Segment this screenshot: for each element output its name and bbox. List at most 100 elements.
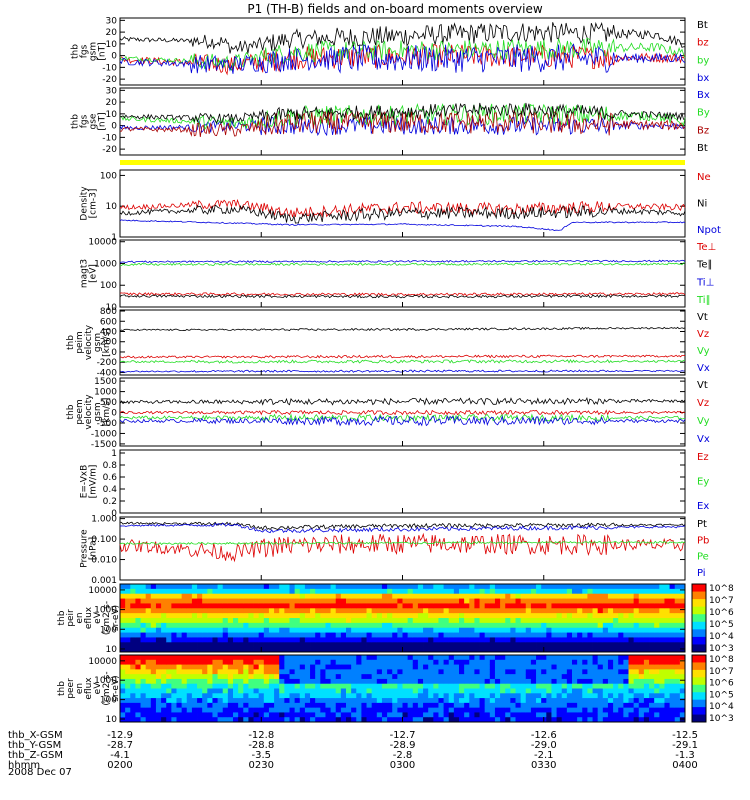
heatmap-cell: [654, 632, 660, 638]
heatmap-cell: [387, 613, 393, 619]
heatmap-cell: [423, 674, 429, 680]
heatmap-cell: [433, 669, 439, 675]
heatmap-cell: [546, 642, 552, 648]
heatmap-cell: [407, 598, 414, 604]
heatmap-cell: [469, 603, 475, 609]
heatmap-cell: [304, 664, 311, 670]
heatmap-cell: [541, 674, 547, 680]
heatmap-cell: [284, 678, 290, 685]
heatmap-cell: [597, 664, 604, 670]
y-tick-label: 0: [111, 122, 117, 132]
heatmap-cell: [679, 593, 686, 599]
heatmap-cell: [541, 659, 547, 665]
heatmap-cell: [181, 588, 188, 595]
heatmap-cell: [217, 659, 224, 665]
colorbar-band: [692, 669, 706, 678]
heatmap-cell: [659, 584, 665, 590]
heatmap-cell: [325, 627, 331, 633]
heatmap-cell: [659, 608, 665, 614]
heatmap-cell: [417, 678, 424, 685]
heatmap-cell: [227, 678, 234, 685]
heatmap-cell: [412, 655, 419, 661]
heatmap-cell: [469, 647, 475, 653]
heatmap-cell: [243, 674, 249, 680]
heatmap-cell: [592, 674, 599, 680]
heatmap-cell: [361, 702, 367, 709]
heatmap-cell: [268, 588, 275, 595]
heatmap-cell: [243, 678, 249, 685]
heatmap-cell: [592, 683, 599, 689]
heatmap-cell: [120, 702, 126, 709]
heatmap-cell: [510, 693, 516, 699]
heatmap-cell: [366, 608, 373, 614]
heatmap-cell: [541, 613, 547, 619]
heatmap-cell: [181, 584, 188, 590]
heatmap-cell: [602, 588, 609, 595]
heatmap-cell: [176, 584, 183, 590]
heatmap-cell: [618, 702, 624, 709]
heatmap-cell: [222, 613, 229, 619]
series-by: [119, 37, 686, 72]
heatmap-cell: [212, 683, 218, 689]
heatmap-cell: [520, 598, 527, 604]
heatmap-cell: [130, 613, 136, 619]
heatmap-cell: [649, 688, 655, 694]
heatmap-cell: [633, 588, 640, 595]
heatmap-cell: [335, 603, 342, 609]
heatmap-cell: [330, 688, 337, 694]
heatmap-cell: [155, 683, 162, 689]
heatmap-cell: [166, 664, 172, 670]
heatmap-cell: [674, 584, 681, 590]
heatmap-cell: [140, 627, 147, 633]
heatmap-cell: [351, 584, 357, 590]
heatmap-cell: [515, 593, 522, 599]
heatmap-cell: [448, 637, 455, 643]
heatmap-cell: [464, 693, 470, 699]
heatmap-cell: [556, 712, 563, 718]
heatmap-cell: [659, 717, 665, 723]
heatmap-cell: [530, 717, 537, 723]
heatmap-cell: [233, 632, 239, 638]
heatmap-cell: [561, 688, 568, 694]
heatmap-cell: [500, 613, 506, 619]
heatmap-cell: [397, 588, 403, 595]
heatmap-cell: [428, 642, 434, 648]
heatmap-cell: [227, 669, 234, 675]
heatmap-cell: [227, 664, 234, 670]
heatmap-cell: [243, 712, 249, 718]
heatmap-cell: [227, 613, 234, 619]
heatmap-cell: [197, 642, 203, 648]
heatmap-cell: [679, 632, 686, 638]
y-axis-label-line: thb: [57, 681, 67, 696]
heatmap-cell: [161, 674, 167, 680]
heatmap-cell: [515, 598, 522, 604]
heatmap-cell: [412, 707, 419, 713]
y-tick-label: -1000: [91, 429, 117, 439]
heatmap-cell: [351, 669, 357, 675]
heatmap-cell: [489, 627, 496, 633]
series-Vx: [119, 414, 686, 427]
heatmap-cell: [335, 598, 342, 604]
heatmap-cell: [166, 698, 172, 704]
heatmap-cell: [212, 702, 218, 709]
heatmap-cell: [423, 698, 429, 704]
heatmap-cell: [155, 593, 162, 599]
heatmap-cell: [602, 674, 609, 680]
heatmap-cell: [376, 655, 383, 661]
heatmap-cell: [279, 698, 285, 704]
heatmap-cell: [263, 588, 270, 595]
y-axis-label-line: velocity: [84, 324, 94, 360]
heatmap-cell: [222, 717, 229, 723]
heatmap-cell: [407, 637, 414, 643]
heatmap-cell: [474, 693, 480, 699]
heatmap-cell: [643, 598, 650, 604]
heatmap-cell: [561, 698, 568, 704]
legend-Te⊥: Te⊥: [696, 242, 716, 253]
heatmap-cell: [366, 712, 373, 718]
heatmap-cell: [120, 584, 126, 590]
heatmap-cell: [212, 598, 218, 604]
y-axis-label-line: gsm: [89, 42, 99, 61]
heatmap-cell: [310, 674, 316, 680]
heatmap-cell: [263, 712, 270, 718]
